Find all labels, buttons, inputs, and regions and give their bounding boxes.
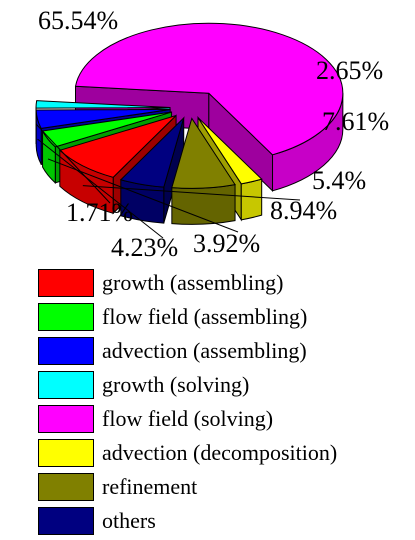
legend-swatch xyxy=(38,269,94,297)
leader-line-growth-assembling xyxy=(82,185,301,201)
slice-top-face xyxy=(74,22,344,156)
slice-label-advection-decomposition: 2.65% xyxy=(316,56,384,85)
legend-label: others xyxy=(102,508,156,533)
slice-label-others: 5.4% xyxy=(312,166,367,195)
slice-label-growth-solving: 1.71% xyxy=(66,198,134,227)
legend-swatch xyxy=(38,371,94,399)
legend-swatch xyxy=(38,405,94,433)
slice-label-flow-field-assembling: 3.92% xyxy=(193,229,261,258)
slice-top-face xyxy=(197,117,263,185)
legend-item-growth-solving: growth (solving) xyxy=(38,368,408,402)
legend-swatch xyxy=(38,439,94,467)
slice-top-face xyxy=(35,108,171,129)
legend-label: growth (solving) xyxy=(102,372,250,397)
legend-item-growth-assembling: growth (assembling) xyxy=(38,266,408,300)
slice-label-advection-assembling: 4.23% xyxy=(111,233,179,262)
legend-swatch xyxy=(38,473,94,501)
legend-item-others: others xyxy=(38,504,408,538)
slice-label-refinement: 7.61% xyxy=(322,107,390,136)
legend-label: refinement xyxy=(102,474,198,499)
slice-top-face xyxy=(171,117,236,189)
legend-item-flow-field-solving: flow field (solving) xyxy=(38,402,408,436)
slice-label-growth-assembling: 8.94% xyxy=(270,196,338,225)
leader-line-growth-solving xyxy=(35,123,111,204)
legend-item-advection-decomposition: advection (decomposition) xyxy=(38,436,408,470)
chart-legend: growth (assembling) flow field (assemblin… xyxy=(38,266,408,538)
legend-label: flow field (solving) xyxy=(102,406,274,431)
legend-swatch xyxy=(38,337,94,365)
legend-item-flow-field-assembling: flow field (assembling) xyxy=(38,300,408,334)
legend-item-refinement: refinement xyxy=(38,470,408,504)
legend-label: advection (decomposition) xyxy=(102,440,338,465)
legend-swatch xyxy=(38,303,94,331)
slice-top-face xyxy=(58,115,177,178)
slice-label-flow-field-solving: 65.54% xyxy=(38,6,119,35)
pie-chart xyxy=(35,22,344,239)
slice-outer-wall xyxy=(240,178,263,221)
legend-label: advection (assembling) xyxy=(102,338,307,363)
legend-label: flow field (assembling) xyxy=(102,304,308,329)
leader-line-advection-assembling xyxy=(37,138,164,239)
legend-label: growth (assembling) xyxy=(102,270,284,295)
legend-swatch xyxy=(38,507,94,535)
legend-item-advection-assembling: advection (assembling) xyxy=(38,334,408,368)
slice-top-face xyxy=(35,100,171,109)
slice-top-face xyxy=(119,116,185,188)
